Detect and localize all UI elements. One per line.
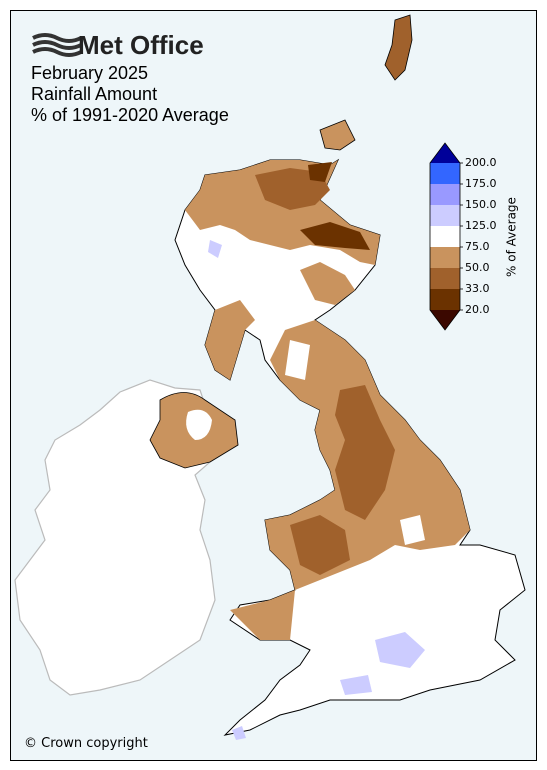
- south-wales-shading: [230, 590, 295, 640]
- colorbar-tick-label: 33.0: [465, 282, 490, 295]
- colorbar-tick-label: 20.0: [465, 303, 490, 316]
- dorset-wet-patch: [340, 675, 372, 695]
- orkney: [319, 119, 356, 151]
- skye-wet-patch: [208, 240, 222, 258]
- colorbar-tick-label: 150.0: [465, 198, 497, 211]
- ni-patch: [186, 409, 212, 440]
- midlands-patch: [400, 515, 425, 545]
- colorbar-tick-label: 75.0: [465, 240, 490, 253]
- west-scotland-shading: [205, 300, 255, 380]
- colorbar-bin: [430, 205, 460, 226]
- colorbar-under: [430, 310, 460, 330]
- pennines-dark-area: [335, 385, 395, 520]
- title-line: Rainfall Amount: [31, 84, 157, 104]
- east-scotland-shading: [300, 262, 355, 305]
- south-wet-patch: [375, 632, 425, 668]
- scotland-darkest-area: [300, 222, 370, 250]
- logo-mark: [32, 33, 82, 57]
- colorbar-tick-label: 175.0: [465, 177, 497, 190]
- copyright: © Crown copyright: [24, 736, 148, 751]
- logo: Met Office: [32, 30, 204, 60]
- lakes-patch: [285, 340, 310, 380]
- colorbar-bin: [430, 247, 460, 268]
- title-line: % of 1991-2020 Average: [31, 105, 229, 125]
- colorbar-label: % of Average: [505, 197, 519, 277]
- colorbar: 20.0 33.0 50.0 75.0 125.0 150.0 175.0 200.0: [429, 142, 497, 331]
- wales-dark-area: [290, 515, 350, 575]
- colorbar-tick-label: 200.0: [465, 156, 497, 169]
- colorbar-bin: [430, 184, 460, 205]
- title-line: February 2025: [31, 63, 148, 83]
- cornwall-wet-patch: [232, 726, 246, 740]
- colorbar-over: [430, 143, 460, 163]
- caithness-darkest: [308, 162, 332, 182]
- logo-text: Met Office: [78, 30, 204, 60]
- colorbar-bin: [430, 289, 460, 310]
- shetland: [384, 14, 413, 81]
- colorbar-tick-label: 50.0: [465, 261, 490, 274]
- colorbar-bin: [430, 226, 460, 247]
- colorbar-bin: [430, 163, 460, 184]
- colorbar-tick-label: 125.0: [465, 219, 497, 232]
- colorbar-bin: [430, 268, 460, 289]
